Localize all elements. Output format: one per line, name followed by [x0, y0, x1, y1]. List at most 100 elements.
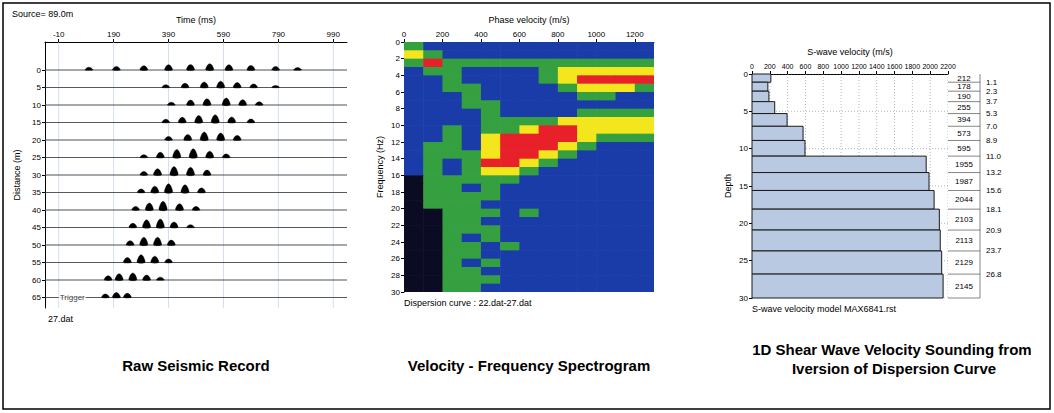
svg-text:Phase velocity (m/s): Phase velocity (m/s)	[488, 15, 569, 25]
svg-text:18: 18	[391, 188, 400, 197]
svg-text:35: 35	[32, 188, 41, 197]
svg-text:1200: 1200	[626, 30, 644, 39]
svg-text:10: 10	[32, 101, 41, 110]
svg-text:12: 12	[391, 138, 400, 147]
svg-text:2103: 2103	[955, 215, 973, 224]
svg-text:2145: 2145	[955, 282, 973, 291]
svg-text:1955: 1955	[955, 160, 973, 169]
svg-text:24: 24	[391, 238, 400, 247]
svg-text:200: 200	[436, 30, 450, 39]
svg-text:30: 30	[391, 288, 400, 297]
svg-text:200: 200	[764, 63, 776, 70]
svg-text:2044: 2044	[955, 195, 973, 204]
svg-text:20: 20	[391, 204, 400, 213]
svg-text:20: 20	[739, 219, 748, 228]
svg-text:1400: 1400	[869, 63, 885, 70]
svg-text:5: 5	[744, 107, 749, 116]
svg-text:400: 400	[474, 30, 488, 39]
svg-text:0: 0	[396, 38, 401, 47]
svg-text:22: 22	[391, 221, 400, 230]
svg-text:10: 10	[391, 121, 400, 130]
svg-text:Raw Seismic Record: Raw Seismic Record	[122, 357, 270, 374]
svg-text:30: 30	[739, 294, 748, 303]
svg-text:15.6: 15.6	[986, 186, 1002, 195]
svg-text:400: 400	[782, 63, 794, 70]
svg-text:45: 45	[32, 223, 41, 232]
svg-text:13.2: 13.2	[986, 168, 1002, 177]
svg-text:27.dat: 27.dat	[48, 314, 74, 324]
svg-text:178: 178	[957, 82, 971, 91]
svg-text:25: 25	[32, 153, 41, 162]
svg-text:2.3: 2.3	[986, 87, 998, 96]
svg-text:14: 14	[391, 154, 400, 163]
svg-text:2129: 2129	[955, 258, 973, 267]
svg-text:600: 600	[513, 30, 527, 39]
svg-text:50: 50	[32, 241, 41, 250]
svg-text:394: 394	[957, 115, 971, 124]
svg-text:2: 2	[396, 54, 401, 63]
svg-text:190: 190	[957, 92, 971, 101]
svg-text:11.0: 11.0	[986, 152, 1002, 161]
svg-text:18.1: 18.1	[986, 205, 1002, 214]
svg-text:255: 255	[957, 103, 971, 112]
svg-text:0: 0	[750, 63, 754, 70]
svg-text:2000: 2000	[922, 63, 938, 70]
svg-text:15: 15	[739, 182, 748, 191]
svg-text:Velocity - Frequency Spectrogr: Velocity - Frequency Spectrogram	[408, 357, 651, 374]
svg-text:1.1: 1.1	[986, 78, 998, 87]
svg-text:Time (ms): Time (ms)	[176, 15, 216, 25]
svg-text:10: 10	[739, 144, 748, 153]
svg-text:4: 4	[396, 71, 401, 80]
svg-text:573: 573	[957, 129, 971, 138]
svg-text:65: 65	[32, 293, 41, 302]
svg-text:800: 800	[817, 63, 829, 70]
svg-text:Trigger: Trigger	[60, 293, 85, 302]
svg-text:16: 16	[391, 171, 400, 180]
svg-text:0: 0	[744, 70, 749, 79]
svg-text:1000: 1000	[587, 30, 605, 39]
svg-text:Dispersion curve : 22.dat-27.d: Dispersion curve : 22.dat-27.dat	[404, 298, 532, 308]
svg-text:990: 990	[327, 30, 341, 39]
svg-text:23.7: 23.7	[986, 246, 1002, 255]
svg-text:30: 30	[32, 171, 41, 180]
svg-text:8: 8	[396, 104, 401, 113]
svg-text:Frequency (Hz): Frequency (Hz)	[375, 136, 385, 198]
svg-text:Distance (m): Distance (m)	[12, 149, 22, 200]
svg-text:15: 15	[32, 118, 41, 127]
svg-text:2200: 2200	[940, 63, 956, 70]
svg-text:390: 390	[162, 30, 176, 39]
svg-text:800: 800	[551, 30, 565, 39]
svg-text:40: 40	[32, 206, 41, 215]
svg-text:25: 25	[739, 256, 748, 265]
svg-text:Iversion of Dispersion Curve: Iversion of Dispersion Curve	[792, 360, 996, 377]
svg-text:5: 5	[37, 83, 42, 92]
svg-text:595: 595	[957, 144, 971, 153]
svg-text:0: 0	[37, 66, 42, 75]
svg-text:1200: 1200	[851, 63, 867, 70]
svg-text:3.7: 3.7	[986, 97, 998, 106]
svg-text:20.9: 20.9	[986, 226, 1002, 235]
svg-text:Source= 89.0m: Source= 89.0m	[12, 9, 73, 19]
svg-text:1987: 1987	[955, 177, 973, 186]
svg-text:590: 590	[217, 30, 231, 39]
svg-text:8.9: 8.9	[986, 136, 998, 145]
svg-text:600: 600	[800, 63, 812, 70]
svg-text:5.3: 5.3	[986, 109, 998, 118]
svg-text:S-wave velocity model MAX6841.: S-wave velocity model MAX6841.rst	[752, 304, 897, 314]
svg-text:790: 790	[272, 30, 286, 39]
svg-text:0: 0	[402, 30, 407, 39]
svg-text:7.0: 7.0	[986, 122, 998, 131]
svg-text:-10: -10	[53, 30, 65, 39]
svg-text:60: 60	[32, 276, 41, 285]
svg-text:1800: 1800	[905, 63, 921, 70]
svg-text:1600: 1600	[887, 63, 903, 70]
svg-text:1000: 1000	[833, 63, 849, 70]
svg-text:190: 190	[107, 30, 121, 39]
svg-text:26: 26	[391, 254, 400, 263]
svg-text:28: 28	[391, 271, 400, 280]
svg-text:6: 6	[396, 88, 401, 97]
svg-text:Depth: Depth	[723, 174, 733, 198]
svg-text:26.8: 26.8	[986, 270, 1002, 279]
svg-text:S-wave velocity (m/s): S-wave velocity (m/s)	[807, 47, 893, 57]
svg-text:2113: 2113	[955, 236, 973, 245]
